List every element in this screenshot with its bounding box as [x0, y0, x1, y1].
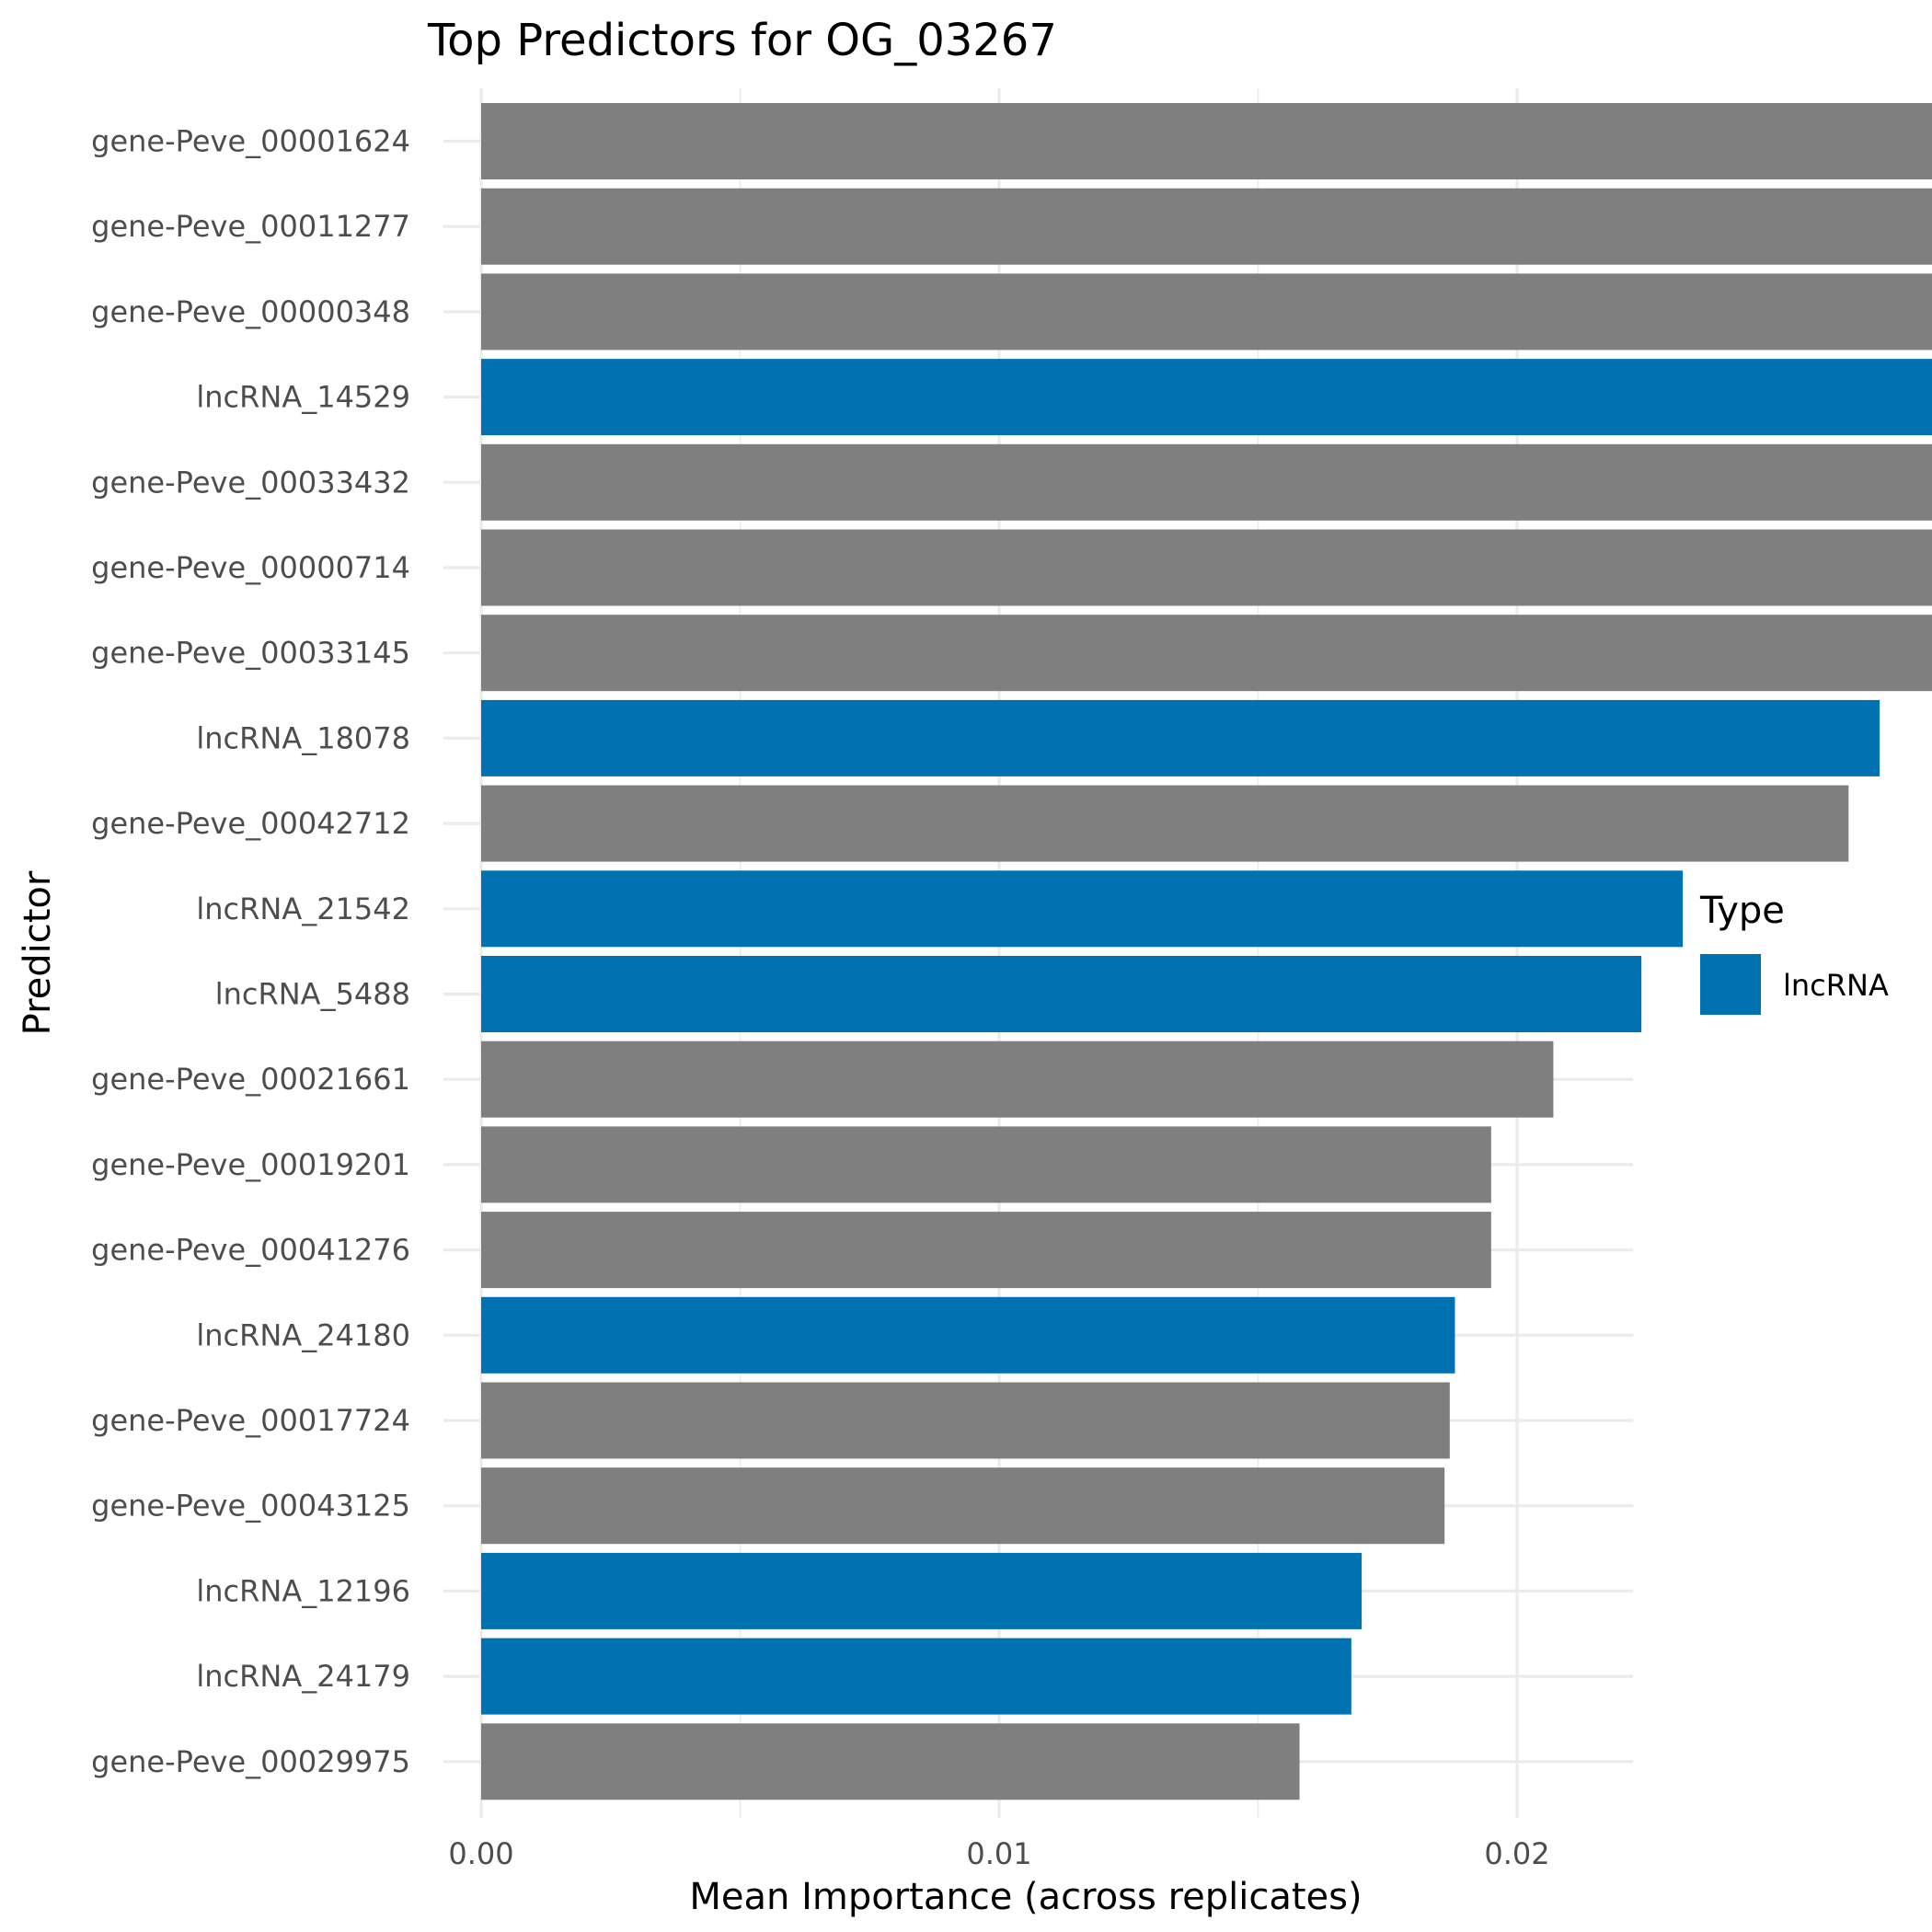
chart-title: Top Predictors for OG_03267 — [427, 15, 1057, 66]
legend-swatch-lncrna — [1700, 954, 1761, 1015]
legend-title: Type — [1699, 890, 1785, 932]
y-tick-label: lncRNA_14529 — [196, 380, 410, 415]
x-axis-title: Mean Importance (across replicates) — [689, 1876, 1362, 1918]
y-tick-label: lncRNA_24179 — [196, 1659, 410, 1694]
bar-lncRNA_5488 — [481, 956, 1642, 1032]
y-tick-label: gene-Peve_00033432 — [91, 465, 410, 500]
y-tick-label: gene-Peve_00017724 — [91, 1403, 410, 1438]
y-axis-title: Predictor — [17, 870, 59, 1035]
y-tick-label: gene-Peve_00011277 — [91, 209, 410, 244]
bar-lncRNA_18078 — [481, 699, 1880, 776]
bar-gene-Peve_00033432 — [481, 443, 1932, 521]
bar-gene-Peve_00000348 — [481, 273, 1932, 351]
y-tick-label: gene-Peve_00000348 — [91, 294, 410, 329]
y-tick-label: gene-Peve_00042712 — [91, 806, 410, 841]
y-tick-labels: gene-Peve_00001624 gene-Peve_00011277gene… — [91, 124, 410, 1779]
bar-gene-Peve_00019201 — [481, 1126, 1491, 1203]
x-tick-label: 0.01 — [966, 1836, 1031, 1871]
legend: Type lncRNA — [1699, 890, 1889, 1015]
y-tick-label: gene-Peve_00043125 — [91, 1489, 410, 1524]
bar-lncRNA_12196 — [481, 1552, 1363, 1629]
bar-gene-Peve_00029975 — [481, 1723, 1300, 1800]
y-tick-label: gene-Peve_00041276 — [91, 1233, 410, 1268]
y-tick-label: lncRNA_21542 — [196, 891, 410, 926]
y-tick-label: lncRNA_24180 — [196, 1317, 410, 1352]
bar-gene-Peve_00033145 — [481, 615, 1932, 692]
bar-gene-Peve_00041276 — [481, 1212, 1491, 1289]
bars — [481, 103, 1932, 1800]
x-tick-label: 0.00 — [448, 1836, 513, 1871]
bar-gene-Peve_00011277 — [481, 188, 1932, 265]
bar-lncRNA_21542 — [481, 870, 1684, 948]
bar-lncRNA_24180 — [481, 1296, 1455, 1374]
bar-gene-Peve_00001624 — [481, 103, 1932, 179]
bar-lncRNA_14529 — [481, 359, 1932, 436]
y-tick-label: gene-Peve_00019201 — [91, 1147, 410, 1182]
y-tick-label: lncRNA_18078 — [196, 720, 410, 755]
y-tick-label: lncRNA_12196 — [196, 1573, 410, 1608]
y-tick-label: gene-Peve_00000714 — [91, 550, 410, 585]
legend-label-lncrna: lncRNA — [1783, 968, 1889, 1003]
y-tick-label: gene-Peve_00029975 — [91, 1744, 410, 1779]
x-tick-labels: 0.000.010.020.030.04 — [448, 1836, 1549, 1871]
y-tick-label: lncRNA_5488 — [215, 977, 410, 1012]
y-tick-label: gene-Peve_00001624 — [91, 124, 410, 159]
bar-lncRNA_24179 — [481, 1638, 1351, 1715]
bar-gene-Peve_00021661 — [481, 1041, 1554, 1118]
bar-gene-Peve_00000714 — [481, 529, 1932, 606]
y-tick-label: gene-Peve_00033145 — [91, 636, 410, 671]
x-tick-label: 0.02 — [1484, 1836, 1549, 1871]
bar-gene-Peve_00017724 — [481, 1382, 1450, 1459]
y-tick-label: gene-Peve_00021661 — [91, 1062, 410, 1097]
bar-gene-Peve_00042712 — [481, 785, 1849, 862]
bar-gene-Peve_00043125 — [481, 1467, 1445, 1545]
